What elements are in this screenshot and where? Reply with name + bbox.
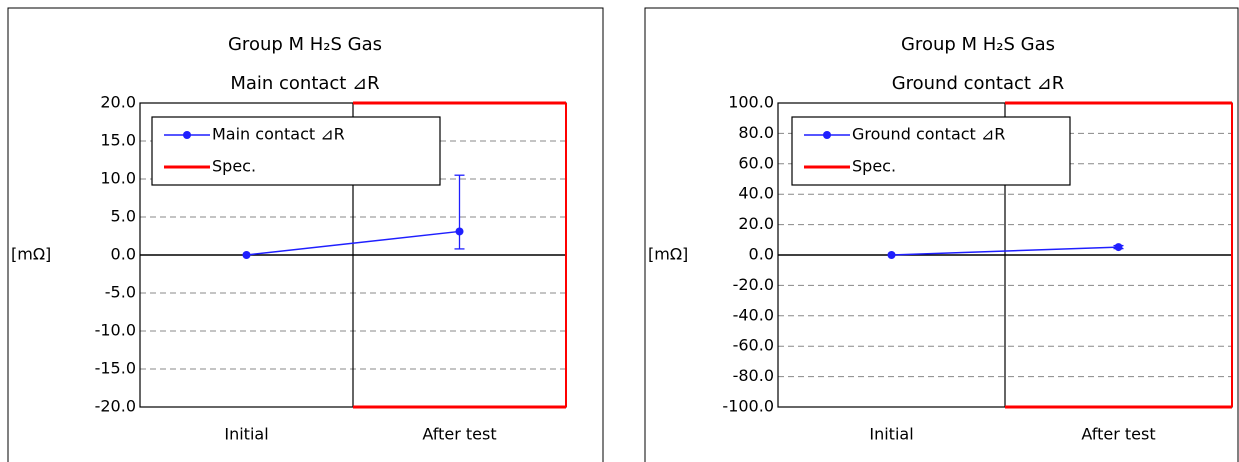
legend-box	[791, 116, 1071, 186]
series-line	[246, 230, 460, 256]
x-tick-label: After test	[1081, 425, 1155, 444]
point	[242, 251, 251, 259]
y-tick-label: 10.0	[100, 169, 136, 188]
legend-marker	[183, 131, 191, 139]
y-tick-label: 100.0	[728, 93, 774, 112]
y-tick-label: -15.0	[95, 359, 136, 378]
panel	[7, 7, 604, 462]
y-tick-label: 0.0	[111, 245, 136, 264]
legend-label: Main contact ⊿R	[212, 125, 345, 144]
y-tick-label: -80.0	[733, 366, 774, 385]
y-axis-label: [mΩ]	[11, 245, 51, 264]
y-tick-label: -60.0	[733, 336, 774, 355]
y-tick-label: -20.0	[95, 397, 136, 416]
legend-label: Spec.	[852, 157, 896, 176]
x-tick-label: After test	[422, 425, 496, 444]
chart-subtitle: Ground contact ⊿R	[892, 73, 1065, 94]
y-tick-label: 80.0	[738, 123, 774, 142]
y-tick-label: 40.0	[738, 184, 774, 203]
y-axis-label: [mΩ]	[648, 245, 688, 264]
x-tick-label: Initial	[869, 425, 913, 444]
point	[455, 227, 464, 236]
x-tick-label: Initial	[224, 425, 268, 444]
y-tick-label: 5.0	[111, 207, 136, 226]
y-tick-label: -40.0	[733, 305, 774, 324]
chart-title: Group M H₂S Gas	[901, 34, 1055, 55]
point	[887, 251, 896, 259]
series-line	[891, 246, 1119, 256]
legend-label: Ground contact ⊿R	[852, 125, 1005, 144]
y-tick-label: 60.0	[738, 153, 774, 172]
y-tick-label: 0.0	[749, 245, 774, 264]
y-tick-label: -100.0	[722, 397, 774, 416]
y-tick-label: -20.0	[733, 275, 774, 294]
panel	[644, 7, 1239, 462]
y-tick-label: 20.0	[100, 93, 136, 112]
legend-box	[151, 116, 441, 186]
y-tick-label: -5.0	[105, 283, 136, 302]
point	[1114, 243, 1123, 252]
y-tick-label: 15.0	[100, 131, 136, 150]
legend-label: Spec.	[212, 157, 256, 176]
chart-subtitle: Main contact ⊿R	[230, 73, 379, 94]
legend-marker	[823, 131, 831, 139]
y-tick-label: 20.0	[738, 214, 774, 233]
chart-title: Group M H₂S Gas	[228, 34, 382, 55]
y-tick-label: -10.0	[95, 321, 136, 340]
